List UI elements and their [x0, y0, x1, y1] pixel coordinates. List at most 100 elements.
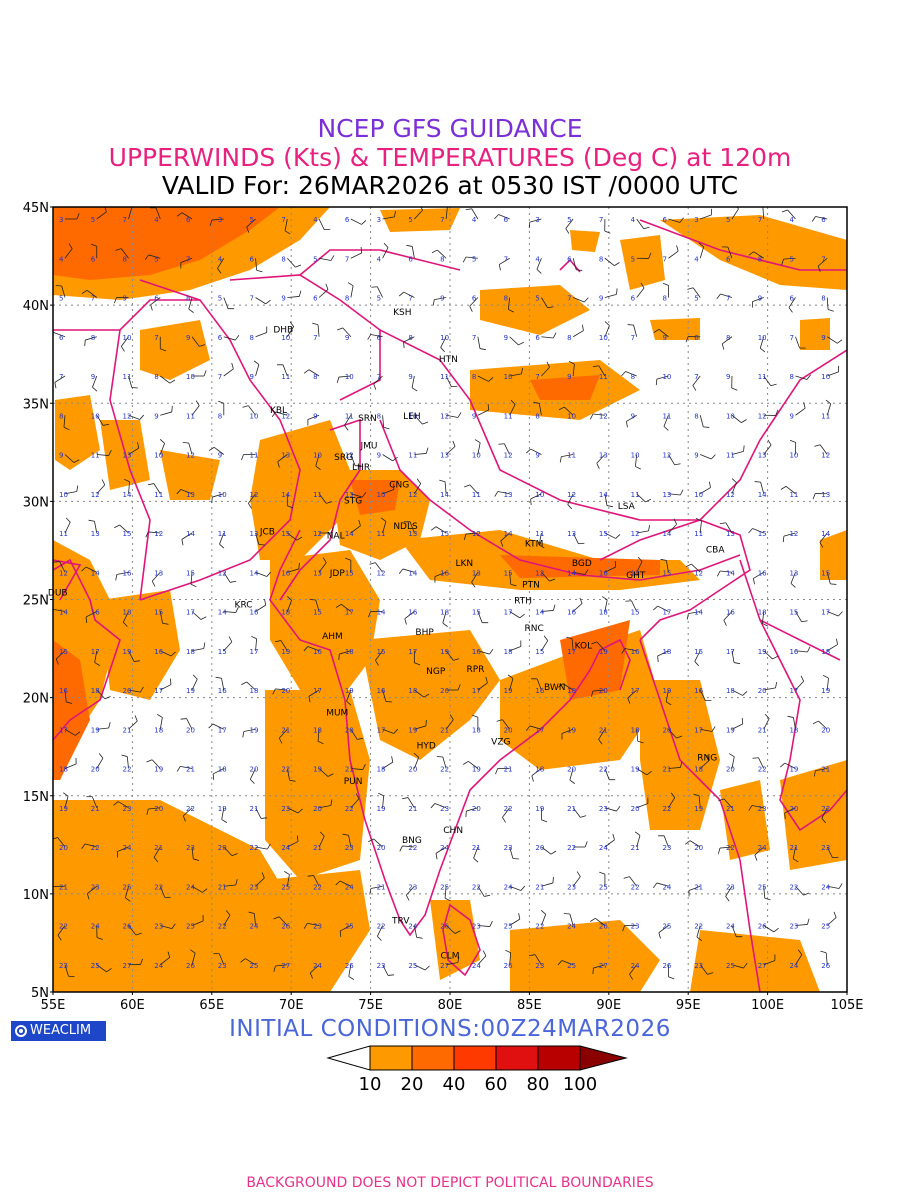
- wind-barb-feather: [430, 803, 436, 809]
- wind-barb-feather: [358, 519, 361, 526]
- wind-barb-feather: [648, 524, 651, 531]
- wind-barb: [403, 336, 415, 343]
- wind-barb-feather: [454, 930, 461, 934]
- wind-barb-feather: [147, 483, 154, 486]
- wind-barb: [318, 836, 325, 848]
- temperature-value: 22: [726, 844, 735, 852]
- wind-barb-feather: [635, 466, 641, 470]
- temperature-value: 21: [59, 883, 68, 891]
- wind-barb: [538, 532, 542, 545]
- wind-barb: [180, 766, 193, 769]
- wind-barb: [762, 207, 765, 220]
- temperature-value: 10: [789, 452, 798, 460]
- colorbar-label: 80: [527, 1074, 550, 1095]
- wind-barb: [509, 846, 514, 859]
- wind-barb-feather: [645, 498, 652, 503]
- temperature-value: 11: [504, 412, 513, 420]
- wind-barb: [502, 807, 510, 818]
- wind-barb-feather: [567, 504, 573, 510]
- wind-barb-feather: [775, 409, 779, 416]
- wind-barb: [509, 952, 512, 965]
- wind-barb-feather: [139, 686, 144, 693]
- temperature-value: 16: [567, 609, 576, 617]
- wind-barb-feather: [392, 456, 398, 462]
- wind-barb-feather: [568, 361, 575, 365]
- wind-barb-feather: [253, 360, 260, 365]
- station-ksh: KSH: [393, 308, 411, 318]
- temperature-value: 18: [631, 726, 640, 734]
- wind-barb: [159, 611, 163, 624]
- longitude-labels: 55E 60E 65E 70E 75E 80E 85E 90E 95E 100E 105E: [41, 992, 864, 1013]
- wind-barb: [287, 296, 300, 298]
- temperature-value: 22: [313, 883, 322, 891]
- temperature-value: 22: [504, 805, 513, 813]
- wind-barb-feather: [592, 365, 599, 368]
- wind-barb-feather: [264, 599, 267, 606]
- wind-barb: [656, 375, 669, 380]
- wind-barb: [783, 532, 796, 537]
- temperature-value: 18: [821, 648, 830, 656]
- temperature-value: 17: [59, 726, 68, 734]
- wind-barb-feather: [444, 897, 451, 902]
- wind-barb-feather: [449, 714, 454, 720]
- wind-barb-feather: [520, 885, 526, 891]
- temperature-value: 20: [408, 766, 417, 774]
- wind-barb-feather: [495, 768, 499, 775]
- temperature-value: 22: [694, 923, 703, 931]
- temperature-value: 17: [694, 726, 703, 734]
- temperature-value: 18: [789, 726, 798, 734]
- wind-barb-feather: [217, 268, 222, 274]
- wind-barb-feather: [604, 230, 611, 234]
- wind-barb-feather: [339, 930, 342, 937]
- temperature-value: 8: [59, 412, 63, 420]
- temperature-value: 22: [91, 844, 100, 852]
- temperature-value: 24: [313, 962, 322, 970]
- temperature-value: 10: [821, 373, 830, 381]
- lat-label: 5N: [31, 986, 49, 1001]
- wind-barb: [572, 876, 581, 887]
- wind-barb-feather: [533, 401, 540, 404]
- wind-barb-feather: [146, 759, 153, 763]
- temperature-value: 12: [345, 452, 354, 460]
- wind-barb-feather: [718, 798, 725, 802]
- temperature-value: 18: [694, 766, 703, 774]
- temperature-value: 8: [440, 255, 444, 263]
- wind-barb-feather: [762, 623, 769, 627]
- wind-barb: [346, 689, 352, 702]
- temperature-value: 24: [440, 844, 449, 852]
- wind-barb: [373, 838, 383, 848]
- wind-barb-feather: [425, 447, 429, 454]
- wind-barb-feather: [621, 648, 626, 654]
- temperature-value: 9: [59, 452, 63, 460]
- wind-barb-feather: [462, 256, 467, 263]
- wind-barb-feather: [833, 911, 837, 918]
- wind-barb-feather: [81, 566, 87, 572]
- temperature-value: 17: [631, 687, 640, 695]
- temperature-value: 26: [186, 962, 195, 970]
- wind-barb-feather: [114, 297, 117, 304]
- temperature-value: 19: [154, 766, 163, 774]
- wind-barb-feather: [411, 387, 418, 392]
- wind-barb: [541, 297, 548, 308]
- wind-barb-feather: [303, 646, 309, 652]
- temperature-value: 5: [377, 295, 381, 303]
- wind-barb: [723, 611, 733, 621]
- wind-barb: [348, 964, 352, 977]
- wind-barb: [243, 728, 256, 732]
- wind-barb-feather: [348, 976, 355, 980]
- temperature-value: 10: [599, 334, 608, 342]
- temperature-value: 7: [694, 373, 698, 381]
- temperature-value: 18: [91, 687, 100, 695]
- wind-barb: [700, 728, 713, 732]
- wind-barb-feather: [159, 439, 165, 444]
- wind-barb: [434, 297, 447, 300]
- temperature-value: 16: [535, 687, 544, 695]
- temperature-value: 22: [631, 883, 640, 891]
- wind-barb-feather: [748, 805, 753, 811]
- temperature-value: 6: [59, 334, 64, 342]
- wind-barb-feather: [273, 916, 280, 920]
- temperature-value: 15: [218, 648, 227, 656]
- temperature-value: 25: [821, 923, 830, 931]
- wind-barb-feather: [457, 684, 461, 691]
- temperature-value: 18: [504, 648, 513, 656]
